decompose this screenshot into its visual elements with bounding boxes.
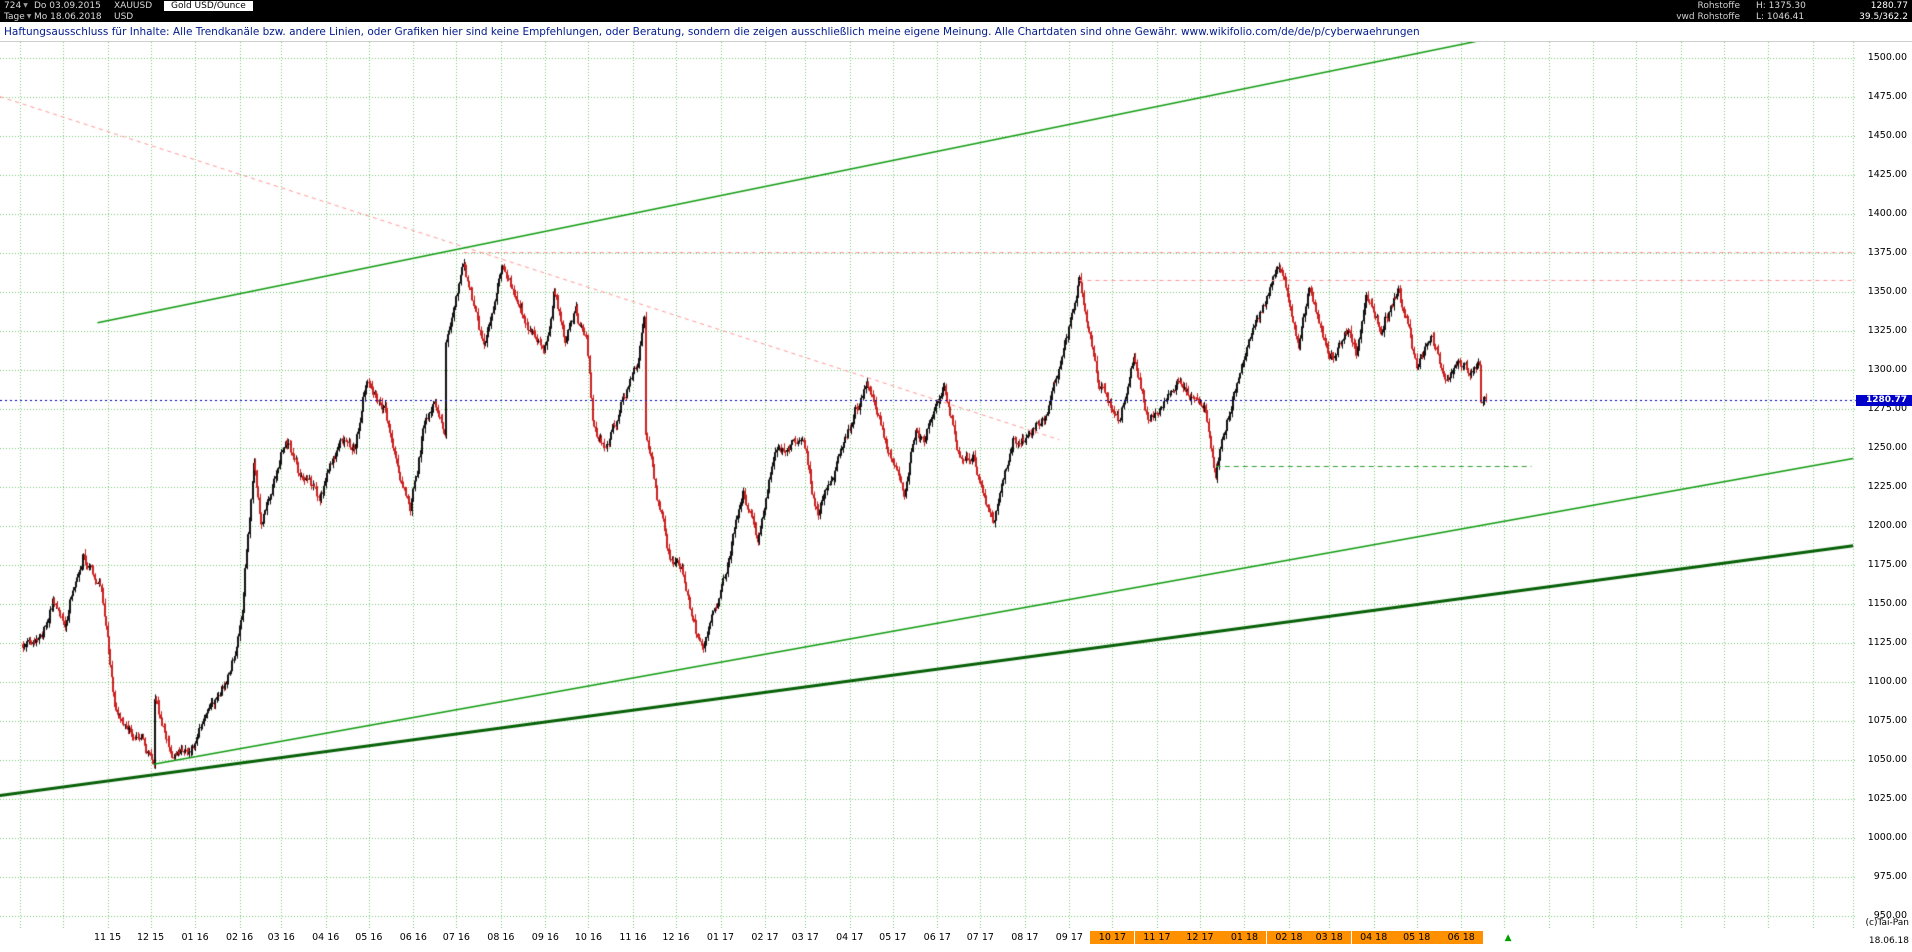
date-axis-label: 06 16 xyxy=(399,932,427,943)
date-axis-label: 05 17 xyxy=(879,932,907,943)
date-axis-label: 08 16 xyxy=(487,932,515,943)
date-axis-label: 11 15 xyxy=(93,932,122,943)
price-axis-label: 1300.00 xyxy=(1867,363,1907,375)
date-axis-label-highlighted: 03 18 xyxy=(1307,931,1352,944)
date-axis-label: 12 16 xyxy=(662,932,690,943)
end-date-label: Mo 18.06.2018 xyxy=(34,11,102,22)
price-axis-label: 1150.00 xyxy=(1867,597,1907,609)
price-axis-label: 1100.00 xyxy=(1867,675,1907,687)
chart-area: 1500.00 1475.00 1450.00 1425.00 1400.00 1375.… xyxy=(0,42,1912,952)
price-axis-label: 1500.00 xyxy=(1867,51,1907,63)
date-axis-label: 09 17 xyxy=(1055,932,1083,943)
date-axis-label-highlighted: 12 17 xyxy=(1177,931,1222,944)
price-axis-label: 1075.00 xyxy=(1867,714,1907,726)
date-axis-label: 03 16 xyxy=(267,932,295,943)
date-axis-label-highlighted: 04 18 xyxy=(1351,931,1396,944)
price-axis-label: 975.00 xyxy=(1873,870,1907,882)
disclaimer-bar: Haftungsausschluss für Inhalte: Alle Tre… xyxy=(0,22,1912,42)
date-axis-label: 02 16 xyxy=(226,932,254,943)
date-axis-label: 04 17 xyxy=(836,932,864,943)
price-axis-label: 1350.00 xyxy=(1867,285,1907,297)
currency-label: USD xyxy=(114,11,134,22)
price-axis-label: 1225.00 xyxy=(1867,480,1907,492)
date-axis-label: 01 16 xyxy=(181,932,209,943)
date-axis-label: 07 17 xyxy=(966,932,994,943)
date-axis-label: 02 17 xyxy=(751,932,779,943)
chart-header: 724 ▼ Do 03.09.2015 XAUUSD Gold USD/Ounc… xyxy=(0,0,1912,22)
date-axis-label-highlighted: 01 18 xyxy=(1222,931,1267,944)
data-source-label: vwd Rohstoffe xyxy=(1676,11,1740,22)
chart-number-dropdown[interactable]: 724 ▼ xyxy=(4,1,34,11)
period-high-value: H: 1375.30 xyxy=(1756,0,1806,11)
date-axis-label: 07 16 xyxy=(442,932,470,943)
date-axis-label: 05 16 xyxy=(355,932,383,943)
price-axis-label: 1325.00 xyxy=(1867,324,1907,336)
date-axis[interactable]: 11 15 12 15 01 16 02 16 03 16 04 16 05 16 06 16… xyxy=(0,928,1912,952)
price-axis[interactable]: 1500.00 1475.00 1450.00 1425.00 1400.00 1375.… xyxy=(1856,42,1912,928)
date-axis-label-highlighted: 11 17 xyxy=(1134,931,1179,944)
change-value: 39.5/362.2 xyxy=(1859,11,1908,22)
price-axis-label: 1175.00 xyxy=(1867,558,1907,570)
period-low-value: L: 1046.41 xyxy=(1756,11,1805,22)
date-axis-label-highlighted: 06 18 xyxy=(1439,931,1484,944)
price-axis-label: 1025.00 xyxy=(1867,792,1907,804)
price-axis-label: 1250.00 xyxy=(1867,441,1907,453)
price-axis-label: 1125.00 xyxy=(1867,636,1907,648)
date-axis-label-highlighted: 02 18 xyxy=(1266,931,1311,944)
disclaimer-text: Haftungsausschluss für Inhalte: Alle Tre… xyxy=(4,26,1420,38)
date-axis-label-highlighted: 05 18 xyxy=(1394,931,1439,944)
price-chart-canvas[interactable] xyxy=(0,42,1856,928)
timeframe-label: Tage xyxy=(4,11,25,22)
date-axis-label: 12 15 xyxy=(137,932,165,943)
date-axis-label-highlighted: 10 17 xyxy=(1090,931,1135,944)
price-axis-label: 950.00 xyxy=(1873,909,1907,921)
price-axis-label: 1000.00 xyxy=(1867,831,1907,843)
dropdown-arrow-icon: ▼ xyxy=(26,13,32,20)
instrument-name: Gold USD/Ounce xyxy=(164,0,253,11)
symbol-label: XAUUSD xyxy=(114,0,153,11)
price-axis-label: 1425.00 xyxy=(1867,168,1907,180)
date-axis-label: 11 16 xyxy=(619,932,647,943)
footer-date-label: 18.06.18 xyxy=(1868,936,1909,946)
price-axis-label: 1375.00 xyxy=(1867,246,1907,258)
copyright-label: (c)Tai-Pan xyxy=(1865,918,1909,928)
start-date-label: Do 03.09.2015 xyxy=(34,0,101,11)
timeframe-dropdown[interactable]: Tage ▼ xyxy=(4,12,34,22)
date-axis-label: 08 17 xyxy=(1011,932,1039,943)
date-axis-label: 04 16 xyxy=(312,932,340,943)
date-axis-label: 09 16 xyxy=(531,932,559,943)
date-axis-label: 01 17 xyxy=(706,932,735,943)
category-label: Rohstoffe xyxy=(1697,0,1740,11)
last-price-value: 1280.77 xyxy=(1870,0,1908,11)
chart-number: 724 xyxy=(4,0,22,11)
price-axis-label: 1050.00 xyxy=(1867,753,1907,765)
price-axis-label: 1200.00 xyxy=(1867,519,1907,531)
price-axis-label: 1400.00 xyxy=(1867,207,1907,219)
up-triangle-marker-icon: ▲ xyxy=(1504,933,1512,943)
price-axis-label: 1475.00 xyxy=(1867,90,1907,102)
price-axis-label: 1275.00 xyxy=(1867,402,1907,414)
date-axis-label: 10 16 xyxy=(574,932,603,943)
price-axis-label: 1450.00 xyxy=(1867,129,1907,141)
dropdown-arrow-icon: ▼ xyxy=(23,2,28,9)
last-price-tag: 1280.77 xyxy=(1856,394,1912,406)
date-axis-label: 06 17 xyxy=(923,932,951,943)
date-axis-label: 03 17 xyxy=(791,932,819,943)
header-row-2: Tage ▼ Mo 18.06.2018 USD vwd Rohstoffe L… xyxy=(0,11,1912,22)
header-row-1: 724 ▼ Do 03.09.2015 XAUUSD Gold USD/Ounc… xyxy=(0,0,1912,11)
